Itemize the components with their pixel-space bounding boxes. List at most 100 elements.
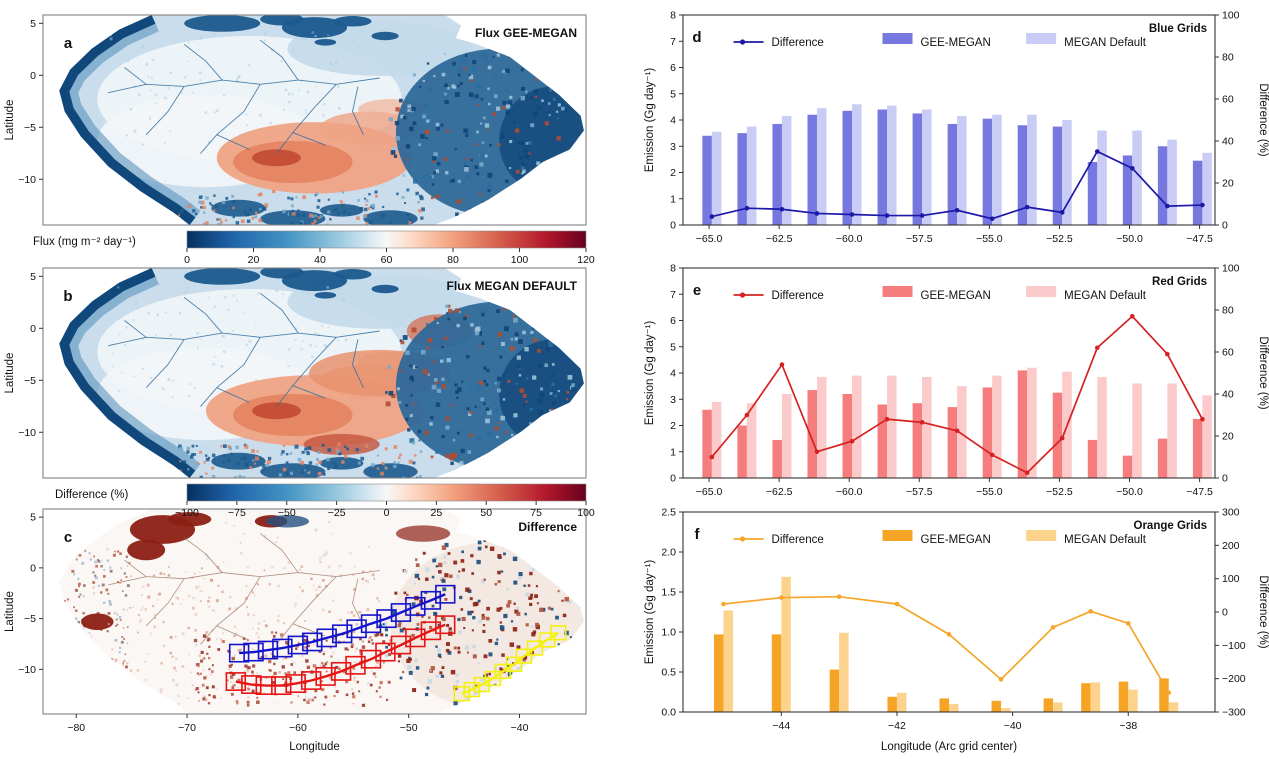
map-texture-speckle: [449, 180, 453, 183]
map-texture-speckle: [268, 583, 271, 586]
map-texture-speckle: [59, 653, 61, 657]
map-texture-speckle: [103, 569, 106, 571]
map-texture-speckle: [469, 131, 474, 135]
map-texture-speckle: [246, 219, 251, 223]
map-texture-speckle: [222, 632, 225, 635]
map-texture-speckle: [537, 363, 542, 368]
bar-gee-megan: [1122, 455, 1133, 478]
map-texture-speckle: [319, 665, 322, 667]
map-texture-speckle: [248, 339, 252, 343]
map-texture-speckle: [376, 467, 380, 470]
map-texture-speckle: [474, 94, 479, 99]
map-texture-speckle: [478, 406, 481, 409]
map-texture-speckle: [403, 569, 408, 574]
difference-marker: [894, 601, 900, 607]
map-texture-speckle: [567, 599, 572, 604]
map-texture-speckle: [319, 560, 322, 564]
map-texture-speckle: [234, 632, 238, 636]
map-texture-speckle: [572, 150, 576, 154]
map-texture-speckle: [215, 599, 219, 603]
map-texture-speckle: [501, 308, 504, 311]
map-texture-speckle: [289, 452, 293, 455]
map-texture-speckle: [454, 380, 457, 383]
map-texture-speckle: [472, 685, 475, 688]
map-texture-speckle: [64, 600, 66, 602]
map-texture-speckle: [347, 670, 350, 673]
map-texture-speckle: [213, 305, 217, 308]
map-texture-speckle: [354, 649, 357, 652]
bar-megan-default: [746, 403, 757, 478]
map-texture-speckle: [524, 154, 530, 159]
map-texture-speckle: [108, 700, 111, 703]
map-texture-speckle: [409, 126, 414, 132]
red-grid-box: [330, 661, 352, 681]
map-texture-speckle: [82, 584, 86, 587]
y2-tick-label: 0: [1222, 607, 1228, 619]
map-texture-speckle: [391, 610, 397, 615]
map-texture-speckle: [237, 686, 240, 689]
river-line: [259, 39, 299, 81]
map-texture-speckle: [431, 604, 435, 608]
map-texture-speckle: [457, 84, 460, 88]
map-texture-speckle: [307, 698, 311, 702]
map-texture-speckle: [304, 447, 308, 451]
map-texture-speckle: [549, 59, 553, 64]
map-texture-speckle: [244, 462, 249, 467]
map-texture-speckle: [271, 681, 275, 684]
map-texture-speckle: [516, 645, 521, 650]
map-texture-speckle: [482, 116, 486, 120]
map-texture-speckle: [316, 458, 319, 461]
bar-gee-megan: [912, 113, 923, 225]
map-texture-speckle: [432, 156, 437, 161]
map-texture-speckle: [501, 653, 505, 657]
map-texture-speckle: [479, 152, 485, 158]
map-texture-speckle: [515, 690, 518, 693]
map-texture-speckle: [563, 563, 566, 566]
map-texture-speckle: [475, 220, 479, 225]
y2-tick-label: −200: [1222, 673, 1246, 685]
y-tick-label: 6: [670, 62, 676, 74]
map-texture-speckle: [247, 666, 251, 670]
map-texture-speckle: [67, 557, 70, 560]
map-texture-speckle: [233, 634, 236, 638]
map-texture-speckle: [112, 662, 115, 665]
map-texture-speckle: [69, 618, 72, 621]
map-texture-speckle: [317, 199, 321, 203]
map-texture-speckle: [237, 74, 241, 78]
map-region-blob: [314, 38, 337, 46]
map-texture-speckle: [447, 304, 451, 308]
map-texture-speckle: [556, 117, 559, 120]
map-texture-speckle: [539, 607, 544, 612]
map-texture-speckle: [221, 590, 224, 594]
map-texture-speckle: [306, 665, 311, 670]
difference-axis-label: Difference (%): [1257, 575, 1269, 648]
map-texture-speckle: [220, 638, 222, 641]
river-line: [183, 44, 223, 81]
map-texture-speckle: [430, 196, 434, 200]
map-texture-speckle: [439, 671, 443, 675]
legend-d: Difference GEE-MEGAN MEGAN Default: [733, 33, 1147, 49]
y2-tick-label: −100: [1222, 640, 1246, 652]
x-tick-label: −55.0: [976, 486, 1003, 498]
difference-marker: [1130, 166, 1135, 171]
map-texture-speckle: [114, 550, 116, 553]
map-texture-speckle: [435, 565, 438, 568]
map-texture-speckle: [556, 652, 560, 656]
map-texture-speckle: [399, 628, 404, 633]
map-texture-speckle: [110, 658, 113, 661]
map-texture-speckle: [455, 212, 459, 217]
map-texture-speckle: [235, 78, 239, 82]
map-texture-speckle: [287, 671, 291, 675]
map-texture-speckle: [243, 209, 247, 213]
map-texture-speckle: [571, 329, 577, 335]
map-texture-speckle: [554, 394, 558, 398]
map-texture-speckle: [149, 376, 153, 380]
map-texture-speckle: [125, 608, 129, 612]
map-texture-speckle: [314, 35, 316, 38]
x-tick-label: −40: [1004, 720, 1022, 732]
map-texture-speckle: [257, 193, 261, 197]
y-tick-label: 1: [670, 446, 676, 458]
map-texture-speckle: [523, 148, 528, 153]
map-texture-speckle: [173, 666, 177, 670]
